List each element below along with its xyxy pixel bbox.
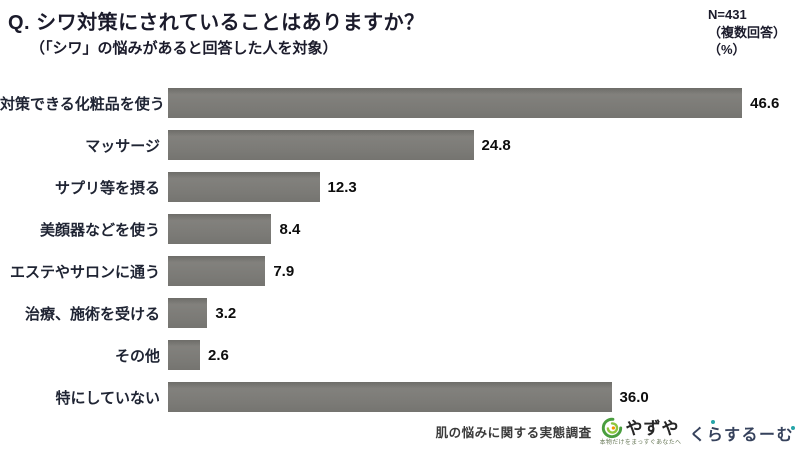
value-label: 36.0: [619, 388, 649, 406]
sample-size-block: N=431 （複数回答） （%）: [708, 6, 786, 59]
kurasu-room-logo: くらするーむ: [689, 419, 795, 445]
bar: [168, 382, 612, 412]
chart-row: 美顔器などを使う 8.4: [0, 208, 784, 250]
footer: 肌の悩みに関する実態調査 やずや 本物だけをまっすぐあなたへ くらするーむ: [435, 417, 795, 446]
sample-size: N=431: [708, 7, 747, 22]
bar-area: 3.2: [168, 292, 784, 334]
yazuya-logo: やずや 本物だけをまっすぐあなたへ: [600, 417, 682, 446]
page-title: Q. シワ対策にされていることはありますか？: [8, 12, 425, 34]
category-label: サプリ等を摂る: [54, 179, 160, 197]
bar: [168, 214, 272, 244]
category-label: エステやサロンに通う: [9, 263, 160, 281]
bar: [168, 256, 266, 286]
yazuya-tagline: 本物だけをまっすぐあなたへ: [599, 440, 682, 446]
kurasu-teal-dot-icon: [711, 419, 716, 424]
bar-area: 24.8: [168, 124, 784, 166]
yazuya-logo-text: やずや: [625, 418, 680, 438]
category-label: 美顔器などを使う: [39, 221, 160, 239]
survey-name-label: 肌の悩みに関する実態調査: [435, 426, 592, 440]
value-label: 12.3: [327, 178, 357, 196]
category-label: 対策できる化粧品を使う: [0, 95, 165, 113]
category-label: その他: [114, 347, 160, 365]
chart-row: 対策できる化粧品を使う 46.6: [0, 82, 784, 124]
kurasu-teal-dot-icon: [791, 425, 795, 430]
category-label: 特にしていない: [55, 389, 160, 407]
value-label: 46.6: [750, 94, 780, 112]
chart-row: マッサージ 24.8: [0, 124, 784, 166]
chart-header: Q. シワ対策にされていることはありますか？ （「シワ」の悩みがあると回答した人…: [8, 6, 425, 58]
chart-row: 特にしていない 36.0: [0, 376, 784, 418]
value-label: 24.8: [481, 136, 511, 154]
chart-rows: 対策できる化粧品を使う 46.6 マッサージ 24.8 サプリ等を摂る 12.3 美顔器など…: [0, 82, 784, 418]
yazuya-swirl-icon: [602, 417, 623, 439]
bar-area: 36.0: [168, 376, 784, 418]
bar-chart: 対策できる化粧品を使う 46.6 マッサージ 24.8 サプリ等を摂る 12.3 美顔器など…: [0, 82, 784, 418]
category-label: 治療、施術を受ける: [24, 305, 160, 323]
chart-row: エステやサロンに通う 7.9: [0, 250, 784, 292]
value-label: 8.4: [279, 220, 301, 238]
category-label: マッサージ: [85, 137, 160, 155]
chart-row: その他 2.6: [0, 334, 784, 376]
chart-row: 治療、施術を受ける 3.2: [0, 292, 784, 334]
bar-area: 8.4: [168, 208, 784, 250]
page-subtitle: （「シワ」の悩みがあると回答した人を対象）: [30, 40, 338, 57]
bar-area: 2.6: [168, 334, 784, 376]
value-label: 2.6: [208, 346, 229, 364]
chart-row: サプリ等を摂る 12.3: [0, 166, 784, 208]
bar-area: 46.6: [168, 82, 784, 124]
bar-area: 7.9: [168, 250, 784, 292]
bar-area: 12.3: [168, 166, 784, 208]
bar: [168, 172, 320, 202]
bar: [168, 130, 474, 160]
bar: [168, 88, 743, 118]
bar: [168, 298, 208, 328]
bar: [168, 340, 201, 370]
value-label: 7.9: [273, 262, 295, 280]
multiple-answer-note: （複数回答）: [708, 24, 787, 40]
value-label: 3.2: [215, 304, 237, 322]
percent-note: （%）: [708, 42, 746, 58]
kurasu-logo-text: くらするーむ: [689, 426, 794, 444]
